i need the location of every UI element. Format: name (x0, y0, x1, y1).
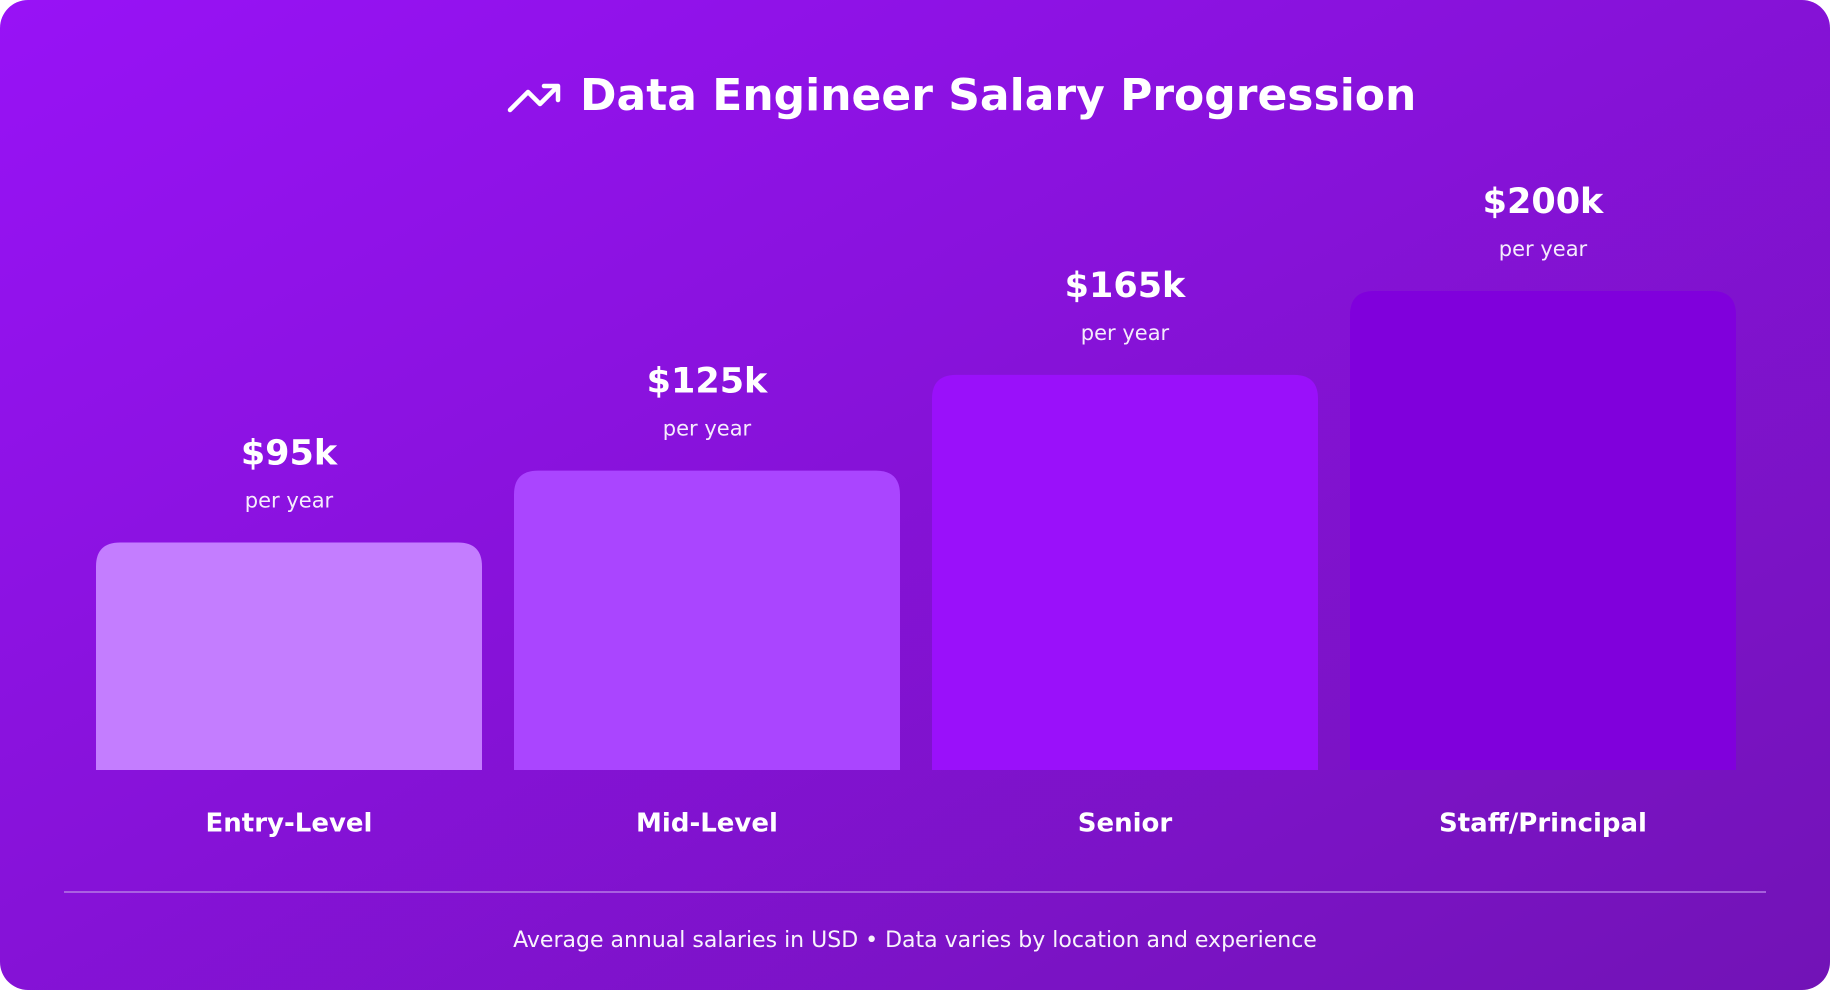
x-tick-label: Mid-Level (636, 809, 778, 839)
value-sublabel: per year (245, 488, 334, 512)
bar (514, 470, 900, 770)
value-sublabel: per year (1081, 321, 1170, 345)
bar (1350, 291, 1736, 770)
x-tick-label: Staff/Principal (1439, 809, 1647, 839)
value-label: $200k (1483, 182, 1604, 222)
x-tick-label: Senior (1078, 809, 1173, 839)
footer-note: Average annual salaries in USD • Data va… (513, 928, 1317, 953)
trend-icon (507, 83, 561, 113)
chart-title: Data Engineer Salary Progression (580, 70, 1416, 121)
value-sublabel: per year (1499, 237, 1588, 261)
bar (96, 542, 482, 770)
value-label: $125k (647, 362, 768, 402)
value-label: $95k (241, 433, 338, 473)
x-tick-label: Entry-Level (206, 809, 373, 839)
bar (932, 374, 1318, 770)
value-sublabel: per year (663, 417, 752, 441)
value-label: $165k (1065, 266, 1186, 306)
